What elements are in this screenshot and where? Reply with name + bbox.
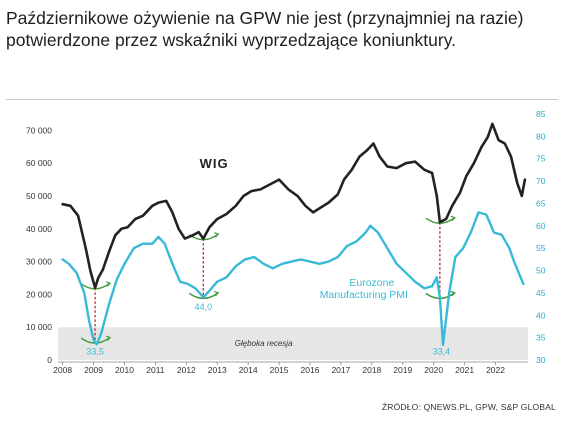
green-arrow-head (450, 215, 456, 222)
recession-band-rect (58, 327, 528, 360)
pmi-label-line: Manufacturing PMI (320, 289, 408, 301)
page-title: Październikowe ożywienie na GPW nie jest… (6, 8, 524, 50)
pmi-low-value-label: 33,4 (433, 347, 451, 357)
left-tick-label: 50 000 (26, 191, 52, 201)
x-tick-label: 2017 (331, 365, 350, 375)
right-tick-label: 85 (536, 109, 546, 119)
recession-band (58, 327, 528, 360)
right-tick-label: 55 (536, 243, 546, 253)
x-tick-label: 2020 (424, 365, 443, 375)
right-tick-label: 65 (536, 198, 546, 208)
green-arrow-head (214, 290, 220, 297)
right-tick-label: 80 (536, 131, 546, 141)
pmi-series-label: Eurozone Manufacturing PMI (320, 277, 408, 301)
right-tick-label: 60 (536, 221, 546, 231)
x-tick-label: 2010 (115, 365, 134, 375)
right-tick-label: 35 (536, 333, 546, 343)
x-tick-label: 2016 (301, 365, 320, 375)
right-tick-label: 50 (536, 266, 546, 276)
x-tick-label: 2011 (146, 365, 165, 375)
left-tick-label: 70 000 (26, 125, 52, 135)
x-axis: 2008 2009 2010 2011 2012 2013 2014 2015 2016 2017… (53, 361, 528, 375)
left-tick-label: 60 000 (26, 158, 52, 168)
right-tick-label: 70 (536, 176, 546, 186)
pmi-series-line (61, 211, 525, 347)
x-tick-label: 2014 (239, 365, 258, 375)
wig-series-line (61, 122, 527, 290)
right-tick-label: 40 (536, 310, 546, 320)
left-tick-label: 30 000 (26, 257, 52, 267)
x-tick-label: 2019 (393, 365, 412, 375)
x-tick-label: 2008 (53, 365, 72, 375)
pmi-low-value-label: 44,0 (195, 302, 213, 312)
series-lines (61, 122, 527, 347)
left-tick-label: 10 000 (26, 322, 52, 332)
green-arrow-head (105, 281, 112, 287)
right-tick-label: 75 (536, 154, 546, 164)
left-axis: 0 10 000 20 000 30 000 40 000 50 000 60 000 70 … (26, 125, 52, 365)
left-tick-label: 0 (47, 355, 52, 365)
x-tick-label: 2009 (84, 365, 103, 375)
right-tick-label: 30 (536, 355, 546, 365)
title-divider (6, 99, 558, 100)
x-tick-label: 2022 (486, 365, 505, 375)
x-tick-label: 2021 (455, 365, 474, 375)
wig-series-label: WIG (200, 156, 229, 171)
source-note: ŹRÓDŁO: QNEWS.PL, GPW, S&P GLOBAL (381, 402, 556, 412)
green-arrow-head (214, 232, 220, 238)
recession-label: Głęboka recesja (235, 339, 293, 348)
pmi-label-line: Eurozone (349, 277, 394, 289)
x-tick-label: 2015 (270, 365, 289, 375)
green-arrow-head (105, 335, 112, 342)
right-axis: 30 35 40 45 50 55 60 65 70 75 80 85 (536, 109, 546, 365)
annotations: WIG Eurozone Manufacturing PMI 33,5 44,0 33,4… (86, 156, 450, 357)
green-arrow-head (450, 290, 456, 297)
pmi-low-value-label: 33,5 (86, 347, 104, 357)
right-tick-label: 45 (536, 288, 546, 298)
x-tick-label: 2018 (362, 365, 381, 375)
wig-pmi-chart: 0 10 000 20 000 30 000 40 000 50 000 60 000 70 … (6, 102, 558, 398)
left-tick-label: 40 000 (26, 224, 52, 234)
left-tick-label: 20 000 (26, 289, 52, 299)
x-tick-label: 2013 (208, 365, 227, 375)
x-tick-label: 2012 (177, 365, 196, 375)
